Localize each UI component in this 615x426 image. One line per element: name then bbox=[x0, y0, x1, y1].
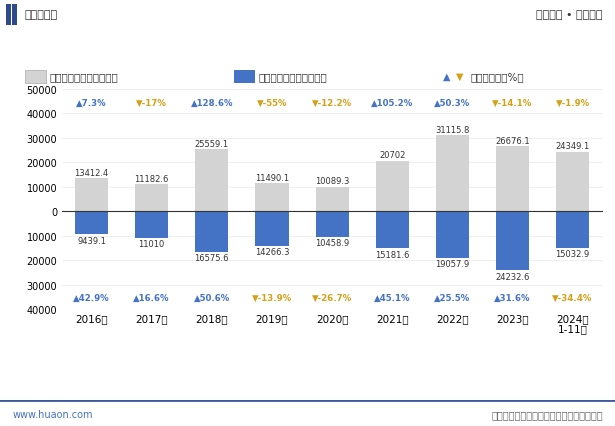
Text: 出口商品总值（万美元）: 出口商品总值（万美元） bbox=[49, 72, 118, 82]
Text: ▼-26.7%: ▼-26.7% bbox=[312, 293, 352, 302]
Bar bbox=[376, 161, 409, 212]
Text: 31115.8: 31115.8 bbox=[435, 126, 470, 135]
Bar bbox=[25, 70, 46, 83]
Text: 10458.9: 10458.9 bbox=[315, 239, 349, 248]
Text: ▼-34.4%: ▼-34.4% bbox=[552, 293, 593, 302]
Text: 16575.6: 16575.6 bbox=[194, 253, 229, 262]
Text: 15181.6: 15181.6 bbox=[375, 250, 410, 259]
Text: 11010: 11010 bbox=[138, 240, 165, 249]
Text: 11490.1: 11490.1 bbox=[255, 173, 289, 182]
Bar bbox=[6, 5, 11, 26]
Text: 15032.9: 15032.9 bbox=[555, 250, 590, 259]
Text: ▼-1.9%: ▼-1.9% bbox=[555, 98, 590, 107]
Text: 14266.3: 14266.3 bbox=[255, 248, 289, 257]
Text: 13412.4: 13412.4 bbox=[74, 169, 109, 178]
Text: 24349.1: 24349.1 bbox=[555, 142, 590, 151]
Bar bbox=[196, 150, 228, 212]
Bar bbox=[196, 212, 228, 252]
Bar bbox=[556, 153, 589, 212]
Text: ▲105.2%: ▲105.2% bbox=[371, 98, 413, 107]
Text: ▼-13.9%: ▼-13.9% bbox=[252, 293, 292, 302]
Text: ▼-17%: ▼-17% bbox=[137, 98, 167, 107]
Text: 数据来源：中国海关，华经产业研究院整理: 数据来源：中国海关，华经产业研究院整理 bbox=[491, 409, 603, 419]
Bar bbox=[556, 212, 589, 248]
Text: 11182.6: 11182.6 bbox=[135, 174, 169, 183]
Bar bbox=[255, 184, 288, 212]
Text: 26676.1: 26676.1 bbox=[495, 136, 530, 145]
Text: ▼: ▼ bbox=[456, 72, 464, 82]
Text: 同比增长率（%）: 同比增长率（%） bbox=[470, 72, 524, 82]
Bar bbox=[135, 212, 169, 239]
Text: ▼-55%: ▼-55% bbox=[256, 98, 287, 107]
Bar bbox=[75, 212, 108, 235]
Bar bbox=[436, 212, 469, 258]
Text: ▲42.9%: ▲42.9% bbox=[73, 293, 110, 302]
Bar bbox=[135, 184, 169, 212]
Text: ▲50.6%: ▲50.6% bbox=[194, 293, 230, 302]
Bar bbox=[255, 212, 288, 247]
Text: 9439.1: 9439.1 bbox=[77, 236, 106, 245]
Text: ▲16.6%: ▲16.6% bbox=[133, 293, 170, 302]
Bar bbox=[315, 212, 349, 237]
Bar bbox=[376, 212, 409, 249]
Text: ▲25.5%: ▲25.5% bbox=[434, 293, 470, 302]
Bar bbox=[496, 212, 529, 271]
Text: 10089.3: 10089.3 bbox=[315, 177, 349, 186]
Bar bbox=[315, 187, 349, 212]
Bar bbox=[496, 147, 529, 212]
Text: ▲45.1%: ▲45.1% bbox=[374, 293, 410, 302]
Text: 进口商品总值（万美元）: 进口商品总值（万美元） bbox=[258, 72, 327, 82]
Bar bbox=[234, 70, 255, 83]
Bar bbox=[75, 179, 108, 212]
Text: ▲7.3%: ▲7.3% bbox=[76, 98, 107, 107]
Text: ▲128.6%: ▲128.6% bbox=[191, 98, 233, 107]
Text: ▲50.3%: ▲50.3% bbox=[434, 98, 470, 107]
Text: 华经情报网: 华经情报网 bbox=[25, 10, 58, 20]
Text: www.huaon.com: www.huaon.com bbox=[12, 409, 93, 419]
Text: 2016-2024年11月中国与冰岛进、出口商品总值: 2016-2024年11月中国与冰岛进、出口商品总值 bbox=[165, 38, 450, 56]
Text: 19057.9: 19057.9 bbox=[435, 259, 469, 268]
Text: 24232.6: 24232.6 bbox=[495, 272, 530, 281]
Bar bbox=[436, 136, 469, 212]
Text: 25559.1: 25559.1 bbox=[195, 139, 229, 148]
Text: ▲31.6%: ▲31.6% bbox=[494, 293, 531, 302]
Text: ▼-14.1%: ▼-14.1% bbox=[493, 98, 533, 107]
Text: ▲: ▲ bbox=[443, 72, 450, 82]
Text: ▼-12.2%: ▼-12.2% bbox=[312, 98, 352, 107]
Bar bbox=[12, 5, 17, 26]
Text: 20702: 20702 bbox=[379, 151, 405, 160]
Text: 专业严谨 • 客观科学: 专业严谨 • 客观科学 bbox=[536, 10, 603, 20]
